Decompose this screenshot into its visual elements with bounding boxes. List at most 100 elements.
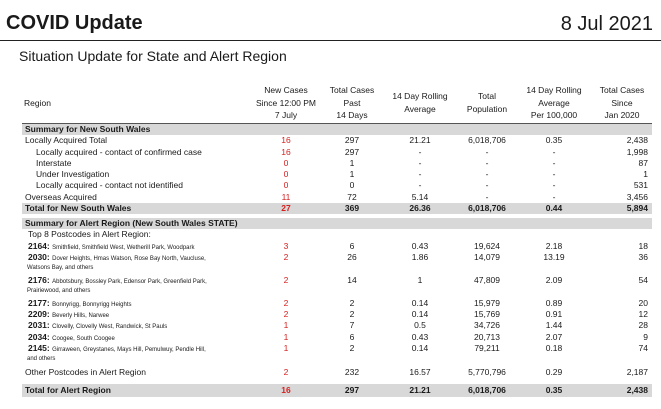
cell-new-cases: 1 — [283, 342, 289, 353]
cell-since: 3,456 — [626, 191, 648, 202]
cell-rate: 2.18 — [545, 240, 563, 251]
postcode: 2209: — [28, 309, 50, 319]
cell-new-cases: 16 — [281, 135, 291, 146]
postcode: 2164: — [28, 240, 50, 251]
cell-population: - — [485, 180, 489, 191]
suburbs: Dover Heights, Hmas Watson, Rose Bay Nor… — [52, 255, 206, 262]
table-row: Locally Acquired Total 16 297 21.21 6,01… — [22, 135, 652, 146]
cell-population: 15,979 — [474, 297, 500, 308]
cell-past14: 369 — [344, 202, 360, 213]
suburbs: Clovelly, Clovelly West, Randwick, St Pa… — [52, 324, 168, 331]
table-row: Locally acquired - contact of confirmed … — [22, 147, 652, 158]
cell-past14: 14 — [347, 274, 357, 285]
col-header-line: 7 July — [274, 110, 298, 120]
cell-past14: 1 — [349, 157, 355, 168]
col-header-line: Average — [538, 97, 570, 108]
row-label: Other Postcodes in Alert Region — [25, 366, 146, 377]
table-row: 2145: Girraween, Greystanes, Mays Hill, … — [22, 343, 652, 366]
cell-rate: 2.09 — [545, 274, 563, 285]
cell-new-cases: 3 — [283, 240, 289, 251]
cell-rolling: 0.14 — [411, 342, 429, 353]
suburbs: Beverly Hills, Narwee — [52, 313, 110, 319]
row-label: Locally Acquired Total — [25, 135, 108, 146]
col-header-line: Since — [611, 97, 633, 108]
col-header-new-cases: New Cases Since 12:00 PM 7 July — [247, 84, 325, 122]
cell-population: - — [485, 169, 489, 179]
cell-since: 9 — [643, 331, 648, 342]
cell-rolling: 1.86 — [411, 251, 429, 262]
top8-label-row: Top 8 Postcodes in Alert Region: — [22, 229, 652, 240]
cell-new-cases: 0 — [283, 169, 289, 179]
cell-new-cases: 0 — [283, 180, 289, 191]
cell-past14: 72 — [347, 191, 357, 202]
postcode: 2177: — [28, 297, 50, 308]
cell-past14: 232 — [344, 366, 360, 377]
cell-rate: 0.35 — [545, 135, 563, 146]
col-header-line: Population — [466, 103, 508, 114]
cell-rate: 0.44 — [545, 202, 563, 213]
cell-past14: 6 — [349, 331, 355, 342]
cell-population: - — [485, 157, 489, 168]
table-body: Summary for New South Wales Locally Acqu… — [22, 124, 652, 397]
cell-new-cases: 2 — [283, 297, 289, 308]
cell-since: 531 — [633, 180, 648, 191]
cell-population: 47,809 — [474, 274, 500, 285]
postcode-label: 2209: Beverly Hills, Narwee — [28, 309, 109, 322]
postcode-label: 2164: Smithfield, Smithfield West, Wethe… — [28, 241, 195, 254]
cell-new-cases: 2 — [283, 309, 289, 319]
cell-population: - — [485, 191, 489, 202]
col-header-line: Since 12:00 PM — [255, 97, 316, 108]
cell-rate: 0.18 — [545, 342, 563, 353]
postcode-label: 2031: Clovelly, Clovelly West, Randwick,… — [28, 320, 167, 333]
postcode-label: 2177: Bonnyrigg, Bonnyrigg Heights — [28, 298, 132, 311]
section-title: Summary for Alert Region (New South Wale… — [25, 218, 238, 228]
col-header-past14: Total Cases Past 14 Days — [318, 84, 386, 122]
col-header-line: Jan 2020 — [604, 110, 640, 120]
cell-rolling: 0.14 — [411, 309, 429, 319]
cell-since: 12 — [638, 309, 648, 319]
cell-population: 6,018,706 — [468, 135, 506, 146]
col-header-population: Total Population — [460, 90, 514, 115]
cell-past14: 0 — [349, 180, 355, 191]
cell-rolling: 26.36 — [409, 202, 431, 213]
total-row-alert: Total for Alert Region 16 297 21.21 6,01… — [22, 384, 652, 397]
cell-population: 20,713 — [474, 331, 500, 342]
cell-since: 54 — [638, 274, 648, 285]
table-row: 2034: Coogee, South Coogee 1 6 0.43 20,7… — [22, 332, 652, 343]
col-header-line: Past — [343, 97, 361, 108]
col-header-line: 14 Day Rolling — [392, 91, 448, 101]
cell-past14: 26 — [347, 251, 357, 262]
table-row: 2030: Dover Heights, Hmas Watson, Rose B… — [22, 252, 652, 275]
cell-past14: 6 — [349, 240, 355, 251]
cell-new-cases: 1 — [283, 331, 289, 342]
cell-new-cases: 1 — [283, 320, 289, 331]
cell-population: 19,624 — [474, 240, 500, 251]
cell-since: 36 — [638, 251, 648, 262]
table-row: Overseas Acquired 11 72 5.14 - - 3,456 — [22, 192, 652, 203]
table-row: 2209: Beverly Hills, Narwee 2 2 0.14 15,… — [22, 309, 652, 320]
cell-since: 5,894 — [626, 202, 648, 213]
suburbs: Smithfield, Smithfield West, Wetherill P… — [52, 244, 195, 251]
cell-since: 2,438 — [626, 385, 648, 395]
suburbs: Abbotsbury, Bossley Park, Edensor Park, … — [52, 278, 207, 285]
cell-population: 34,726 — [474, 320, 500, 331]
header-divider — [22, 123, 652, 124]
postcode: 2031: — [28, 320, 50, 331]
cell-new-cases: 2 — [283, 251, 289, 262]
cell-since: 2,187 — [626, 366, 648, 377]
report-subtitle: Situation Update for State and Alert Reg… — [19, 48, 287, 64]
col-header-since: Total Cases Since Jan 2020 — [592, 84, 652, 122]
row-label: Total for Alert Region — [25, 385, 111, 395]
row-label: Locally acquired - contact not identifie… — [36, 180, 183, 191]
cell-past14: 297 — [344, 135, 360, 146]
cell-rolling: 0.5 — [414, 320, 426, 331]
col-header-line: Total — [478, 91, 496, 101]
postcode: 2145: — [28, 342, 50, 353]
cell-rolling: 21.21 — [409, 385, 431, 395]
cell-new-cases: 2 — [283, 274, 289, 285]
top8-label: Top 8 Postcodes in Alert Region: — [28, 229, 151, 240]
table-row: 2177: Bonnyrigg, Bonnyrigg Heights 2 2 0… — [22, 298, 652, 309]
cell-since: 1 — [643, 169, 648, 179]
cell-population: - — [485, 146, 489, 157]
suburbs-cont: Watsons Bay, and others — [27, 264, 94, 271]
